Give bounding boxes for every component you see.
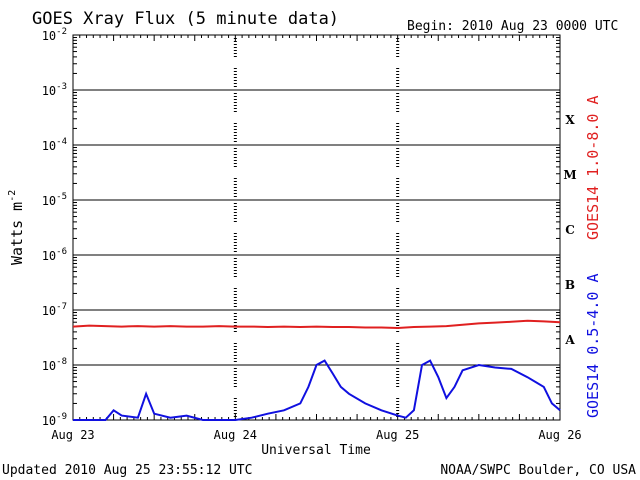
- y-tick-base: 10: [42, 194, 56, 208]
- y-tick-exp: -4: [56, 137, 67, 147]
- y-tick-label: 10-7: [42, 302, 67, 318]
- flare-class-label: B: [565, 278, 575, 292]
- y-axis-label: Watts m-2: [7, 190, 26, 265]
- flare-class-label: X: [565, 113, 575, 127]
- series-label-red: GOES14 1.0-8.0 A: [584, 96, 602, 241]
- series-line-blue: [73, 359, 561, 421]
- y-tick-label: 10-8: [42, 357, 67, 373]
- y-tick-base: 10: [42, 414, 56, 428]
- x-tick-label: Aug 26: [538, 428, 581, 442]
- y-tick-base: 10: [42, 304, 56, 318]
- credit-label: NOAA/SWPC Boulder, CO USA: [440, 463, 636, 478]
- flare-class-label: M: [563, 168, 576, 182]
- begin-label: Begin: 2010 Aug 23 0000 UTC: [407, 19, 618, 34]
- y-tick-exp: -6: [56, 247, 67, 257]
- y-tick-exp: -3: [56, 82, 67, 92]
- plot-frame: [72, 34, 561, 421]
- y-tick-label: 10-2: [42, 27, 67, 43]
- y-tick-base: 10: [42, 29, 56, 43]
- y-tick-label: 10-6: [42, 247, 67, 263]
- y-tick-label: 10-4: [42, 137, 67, 153]
- x-tick-label: Aug 23: [51, 428, 94, 442]
- y-tick-base: 10: [42, 249, 56, 263]
- x-tick-label: Aug 24: [214, 428, 257, 442]
- y-tick-exp: -8: [56, 357, 67, 367]
- y-axis-label-text: Watts m: [8, 202, 26, 265]
- y-tick-base: 10: [42, 139, 56, 153]
- y-tick-exp: -9: [56, 412, 67, 422]
- y-tick-label: 10-9: [42, 412, 67, 428]
- series-line-red: [72, 319, 561, 330]
- y-tick-label: 10-5: [42, 192, 67, 208]
- y-tick-label: 10-3: [42, 82, 67, 98]
- y-tick-exp: -5: [56, 192, 67, 202]
- x-tick-label: Aug 25: [376, 428, 419, 442]
- y-axis-label-sup: -2: [7, 190, 18, 202]
- x-axis-label: Universal Time: [261, 443, 371, 458]
- y-tick-base: 10: [42, 84, 56, 98]
- y-tick-exp: -2: [56, 27, 67, 37]
- y-tick-base: 10: [42, 359, 56, 373]
- updated-label: Updated 2010 Aug 25 23:55:12 UTC: [2, 463, 252, 478]
- series-label-blue: GOES14 0.5-4.0 A: [584, 274, 602, 419]
- chart-title: GOES Xray Flux (5 minute data): [32, 9, 339, 29]
- series-label-red-group: GOES14 1.0-8.0 A: [584, 96, 602, 241]
- flare-class-label: C: [565, 223, 575, 237]
- y-axis-label-group: Watts m-2: [7, 190, 26, 265]
- series-label-blue-group: GOES14 0.5-4.0 A: [584, 274, 602, 419]
- y-tick-exp: -7: [56, 302, 67, 312]
- flare-class-label: A: [564, 333, 575, 347]
